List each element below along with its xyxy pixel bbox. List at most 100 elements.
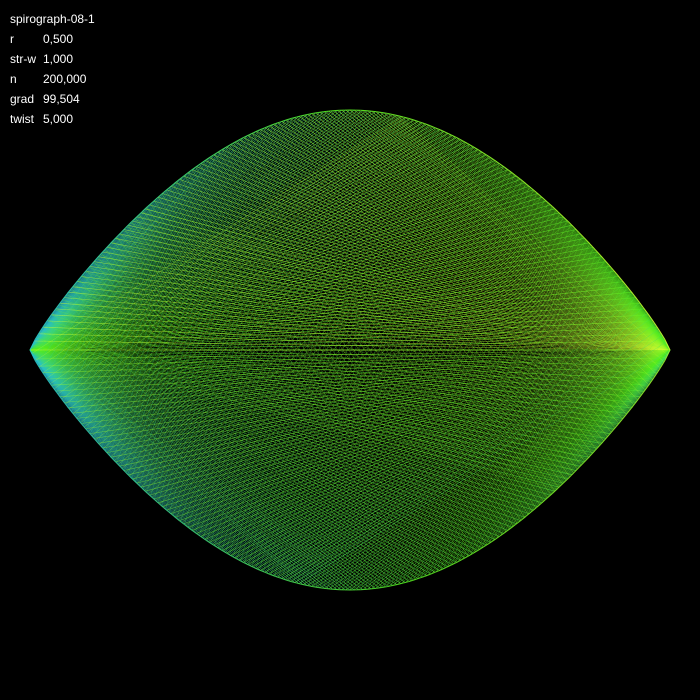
param-value-grad: 99,504 <box>43 92 80 106</box>
string-line <box>135 217 405 583</box>
string-line <box>477 247 594 551</box>
string-line <box>227 142 233 147</box>
param-row-twist: twist 5,000 <box>10 109 95 129</box>
string-line <box>71 288 341 590</box>
string-line <box>664 349 671 362</box>
string-line <box>29 141 466 351</box>
string-line <box>658 330 666 340</box>
string-line <box>80 134 452 423</box>
string-line <box>264 349 671 573</box>
string-line <box>40 322 47 331</box>
string-line <box>29 349 521 521</box>
string-line <box>217 110 334 549</box>
string-line <box>77 280 603 443</box>
string-line <box>315 112 586 462</box>
string-line <box>387 585 393 588</box>
string-line <box>212 236 584 545</box>
string-line <box>97 155 214 443</box>
string-line <box>562 216 570 223</box>
string-line <box>159 187 531 505</box>
string-line <box>266 112 383 574</box>
string-line <box>99 144 471 445</box>
string-line <box>238 349 671 561</box>
string-line <box>610 425 618 433</box>
string-line <box>44 323 315 587</box>
string-line <box>61 399 68 407</box>
string-line <box>553 346 669 493</box>
string-line <box>168 511 175 517</box>
string-line <box>301 114 308 117</box>
parameter-overlay: spirograph-08-1 r 0,500 str-w 1,000 n 200,0… <box>10 9 95 129</box>
string-line <box>29 114 393 351</box>
string-line <box>29 349 508 531</box>
string-line <box>29 119 287 351</box>
string-line <box>616 273 623 281</box>
string-line <box>413 577 420 581</box>
string-line <box>578 461 586 468</box>
string-line <box>248 134 518 524</box>
string-line <box>29 349 376 589</box>
string-line <box>184 524 191 530</box>
string-line <box>392 114 399 117</box>
string-line <box>77 419 84 427</box>
string-line <box>405 349 671 583</box>
string-line <box>616 419 623 427</box>
string-line <box>515 291 632 525</box>
string-line <box>48 191 165 382</box>
string-line <box>56 185 172 393</box>
string-line <box>29 349 547 500</box>
string-line <box>232 556 239 561</box>
string-line <box>285 117 292 121</box>
string-line <box>202 112 319 539</box>
string-line <box>130 216 138 223</box>
string-line <box>74 170 191 417</box>
string-line <box>298 349 671 584</box>
string-line <box>504 528 511 534</box>
string-line <box>146 201 154 208</box>
string-line <box>653 369 660 378</box>
string-line <box>149 349 671 496</box>
string-line <box>281 121 671 351</box>
string-line <box>122 230 648 388</box>
string-line <box>128 224 671 351</box>
string-line <box>29 242 589 351</box>
string-line <box>327 111 597 450</box>
string-line <box>54 309 580 468</box>
string-line <box>61 126 433 400</box>
string-line <box>402 177 519 584</box>
string-line <box>81 349 671 424</box>
string-line <box>42 326 671 351</box>
string-line <box>93 349 671 439</box>
string-line <box>170 186 671 351</box>
string-line <box>29 349 427 576</box>
string-line <box>66 286 74 294</box>
string-line <box>315 112 671 351</box>
string-line <box>105 150 221 452</box>
string-line <box>141 487 148 494</box>
string-line <box>483 543 489 548</box>
string-line <box>106 349 671 453</box>
string-line <box>371 587 377 590</box>
string-line <box>500 272 617 536</box>
string-line <box>368 153 485 590</box>
string-line <box>102 147 475 449</box>
string-line <box>82 425 90 433</box>
sketch-title: spirograph-08-1 <box>10 12 95 26</box>
string-line <box>456 559 463 563</box>
string-line <box>279 318 652 579</box>
string-line <box>589 243 596 251</box>
string-line <box>392 114 671 351</box>
string-line <box>136 349 671 484</box>
string-line <box>141 206 148 213</box>
string-line <box>173 179 180 185</box>
string-line <box>196 349 671 534</box>
string-line <box>95 142 467 441</box>
string-line <box>511 286 628 528</box>
string-line <box>191 114 308 531</box>
string-line <box>99 254 625 417</box>
string-line <box>428 199 545 575</box>
string-line <box>29 349 287 581</box>
string-line <box>519 295 635 522</box>
string-line <box>536 502 543 508</box>
